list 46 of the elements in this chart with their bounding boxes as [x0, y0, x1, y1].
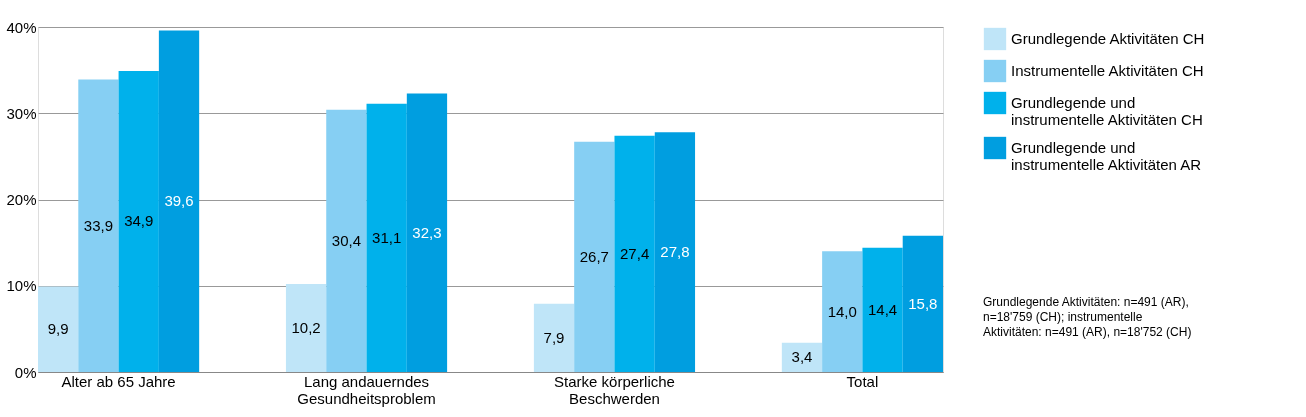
bar — [822, 251, 863, 372]
x-tick-label: Lang andauerndes Gesundheitsproblem — [297, 372, 436, 407]
data-label: 14,0 — [827, 302, 857, 320]
y-tick-label: 10% — [6, 277, 37, 295]
bar — [902, 235, 943, 372]
bar — [862, 247, 903, 372]
text: Grundlegende Aktivitäten: n=491 (AR), n=18'759 (CH); instrumentelle Aktivitäten: n=491 (AR), n=18'752 (CH) — [983, 295, 1192, 339]
bar — [78, 79, 119, 372]
data-label: 27,8 — [660, 243, 690, 261]
data-label: 26,7 — [579, 247, 609, 265]
data-label: 39,6 — [164, 192, 194, 210]
bar — [781, 342, 823, 372]
bar — [614, 135, 655, 372]
legend-label: Grundlegende und instrumentelle Aktivitäten AR — [1011, 139, 1202, 173]
y-tick-label: 0% — [14, 363, 37, 381]
x-tick-label: Starke körperliche Beschwerden — [554, 372, 675, 407]
data-label: 15,8 — [908, 294, 938, 312]
bar — [366, 103, 407, 372]
legend-label: Instrumentelle Aktivitäten CH — [1011, 62, 1204, 79]
data-label: 27,4 — [620, 244, 650, 262]
bar — [654, 132, 696, 372]
data-label: 9,9 — [47, 320, 69, 338]
bar — [574, 141, 615, 372]
y-tick-label: 30% — [6, 104, 37, 122]
data-label: 3,4 — [791, 348, 813, 366]
bar — [158, 30, 200, 372]
data-label: 7,9 — [543, 328, 565, 346]
data-label: 33,9 — [83, 216, 114, 234]
y-tick-label: 20% — [6, 191, 37, 208]
data-label: 14,4 — [867, 300, 898, 318]
data-label: 31,1 — [372, 228, 402, 246]
data-label: 10,2 — [291, 319, 321, 337]
bar — [533, 303, 575, 372]
bar — [118, 70, 159, 372]
x-tick-label: Alter ab 65 Jahre — [61, 372, 176, 390]
legend-label: Grundlegende und instrumentelle Aktivitäten CH — [1011, 94, 1203, 128]
data-label: 32,3 — [412, 223, 442, 241]
data-label: 30,4 — [331, 231, 361, 249]
bar — [38, 286, 79, 372]
bar — [326, 109, 367, 372]
legend-label: Grundlegende Aktivitäten CH — [1011, 30, 1205, 47]
y-tick-label: 40% — [6, 18, 37, 36]
bar — [406, 93, 448, 372]
x-tick-label: Total — [846, 372, 879, 390]
bar — [285, 284, 327, 372]
data-label: 34,9 — [124, 212, 154, 230]
